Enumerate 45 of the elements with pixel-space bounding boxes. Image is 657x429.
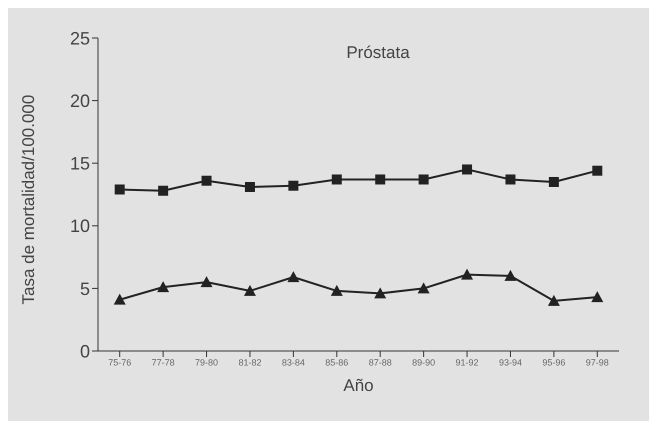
- y-tick-label: 0: [80, 341, 90, 362]
- x-tick-label: 95-96: [542, 357, 566, 368]
- point: [332, 174, 342, 184]
- x-tick-label: 89-90: [412, 357, 436, 368]
- point: [157, 281, 170, 292]
- point: [330, 284, 343, 296]
- point: [244, 182, 255, 192]
- point: [418, 174, 429, 184]
- x-tick-label: 85-86: [325, 357, 348, 368]
- chart-title: Próstata: [346, 43, 410, 62]
- point: [114, 184, 125, 194]
- point: [288, 180, 298, 191]
- x-tick-label: 77-78: [152, 357, 175, 368]
- point: [504, 270, 516, 281]
- x-tick-label: 75-76: [108, 357, 132, 368]
- point: [592, 166, 602, 176]
- point: [462, 164, 472, 174]
- point: [461, 268, 474, 280]
- point: [202, 176, 212, 186]
- point: [200, 276, 213, 288]
- x-tick-label: 79-80: [195, 357, 218, 368]
- x-axis-title: Año: [343, 376, 374, 395]
- point: [375, 174, 386, 184]
- x-tick-label: 83-84: [282, 357, 305, 368]
- x-tick-label: 81-82: [238, 357, 262, 368]
- x-tick-label: 93-94: [498, 357, 522, 368]
- point: [158, 186, 168, 196]
- point: [418, 282, 430, 294]
- y-tick-label: 20: [70, 90, 90, 111]
- y-tick-label: 10: [70, 216, 90, 236]
- x-tick-label: 87-88: [368, 357, 392, 368]
- y-tick-label: 5: [80, 278, 90, 299]
- point: [114, 294, 126, 305]
- y-axis-title: Tasa de mortalidad/100.000: [19, 94, 38, 304]
- point: [244, 284, 256, 296]
- point: [505, 174, 516, 184]
- y-tick-label: 15: [70, 154, 90, 174]
- point: [287, 271, 300, 282]
- x-tick-label: 97-98: [586, 357, 609, 368]
- point: [548, 176, 559, 187]
- point: [591, 291, 604, 302]
- point: [374, 287, 386, 298]
- y-tick-label: 25: [70, 28, 90, 48]
- x-tick-label: 91-92: [456, 357, 479, 368]
- point: [548, 294, 560, 306]
